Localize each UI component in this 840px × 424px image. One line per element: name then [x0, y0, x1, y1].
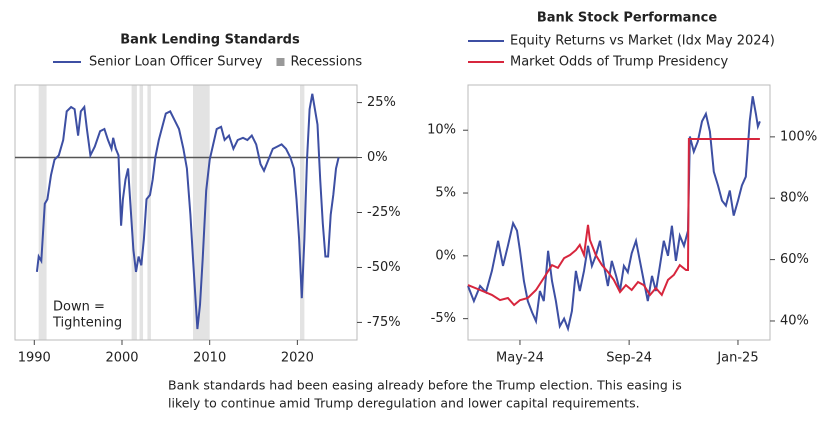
shaded-range: [147, 85, 151, 340]
x-tick-label: 2010: [193, 351, 226, 366]
x-tick-label: May-24: [496, 351, 544, 366]
y-tick-label: 0%: [435, 248, 456, 263]
annotation: Tightening: [52, 316, 122, 331]
shaded-range: [139, 85, 144, 340]
x-tick-label: Jan-25: [716, 351, 758, 366]
y-tick-label: -50%: [367, 260, 401, 275]
y-tick-label: -5%: [431, 311, 456, 326]
y-tick-label: 80%: [780, 191, 809, 206]
y-tick-label: 100%: [780, 129, 817, 144]
y-tick-label: 60%: [780, 252, 809, 267]
caption-line: Bank standards had been easing already b…: [168, 378, 682, 393]
x-tick-label: Sep-24: [606, 351, 652, 366]
shaded-range: [131, 85, 137, 340]
y-tick-label: 25%: [367, 95, 396, 110]
chart-title: Bank Lending Standards: [120, 33, 300, 48]
x-tick-label: 2020: [281, 351, 314, 366]
shaded-range: [193, 85, 210, 340]
y-tick-label: 0%: [367, 150, 388, 165]
legend-label: Senior Loan Officer Survey: [89, 55, 263, 70]
legend-swatch: [276, 58, 285, 66]
chart-title: Bank Stock Performance: [537, 11, 718, 26]
y-tick-label: -25%: [367, 205, 401, 220]
x-tick-label: 2000: [105, 351, 138, 366]
shaded-range: [38, 85, 47, 340]
legend-label: Recessions: [290, 55, 362, 70]
legend-label: Equity Returns vs Market (Idx May 2024): [510, 34, 775, 49]
plot-frame: [467, 84, 771, 341]
annotation: Down =: [53, 300, 105, 315]
y-tick-label: 10%: [427, 123, 456, 138]
shaded-range: [300, 85, 305, 340]
data-line: [467, 96, 761, 333]
data-line: [467, 138, 760, 307]
x-tick-label: 1990: [18, 351, 51, 366]
y-tick-label: 40%: [780, 313, 809, 328]
legend-label: Market Odds of Trump Presidency: [510, 55, 728, 70]
data-line: [35, 93, 340, 330]
y-tick-label: 5%: [435, 186, 456, 201]
caption-line: likely to continue amid Trump deregulati…: [168, 396, 640, 411]
y-tick-label: -75%: [367, 315, 401, 330]
